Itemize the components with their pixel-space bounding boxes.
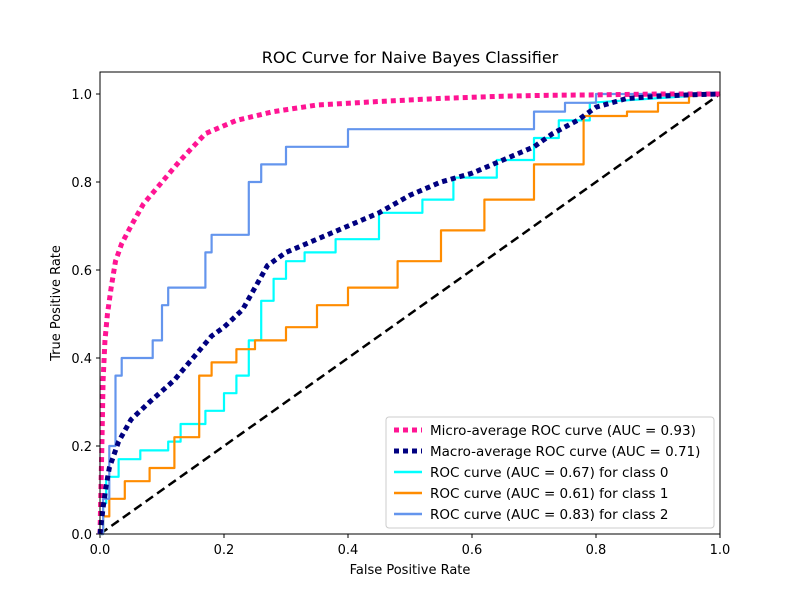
y-tick-label: 0.4 xyxy=(71,352,92,367)
x-tick-label: 1.0 xyxy=(710,543,731,558)
legend-box xyxy=(385,416,715,529)
y-tick-label: 0.0 xyxy=(71,528,92,543)
x-tick-label: 0.2 xyxy=(214,543,235,558)
x-axis-label: False Positive Rate xyxy=(350,563,471,578)
y-tick-label: 0.2 xyxy=(71,440,92,455)
y-tick-label: 0.6 xyxy=(71,264,92,279)
x-tick-label: 0.4 xyxy=(338,543,359,558)
series-line-3 xyxy=(100,92,721,536)
x-tick-label: 0.8 xyxy=(586,543,607,558)
series-line-0 xyxy=(97,91,720,535)
series-line-2 xyxy=(100,92,721,536)
legend-label-2: ROC curve (AUC = 0.67) for class 0 xyxy=(430,465,668,481)
x-tick-label: 0.0 xyxy=(90,543,111,558)
y-axis-label: True Positive Rate xyxy=(49,245,64,362)
chance-diagonal-line xyxy=(99,92,721,536)
legend-label-3: ROC curve (AUC = 0.61) for class 1 xyxy=(430,486,668,502)
legend-label-0: Micro-average ROC curve (AUC = 0.93) xyxy=(430,423,696,439)
series-line-4 xyxy=(100,92,720,536)
chart-title: ROC Curve for Naive Bayes Classifier xyxy=(262,48,559,67)
y-tick-label: 0.8 xyxy=(71,176,92,191)
legend-label-1: Macro-average ROC curve (AUC = 0.71) xyxy=(430,444,700,460)
y-tick-label: 1.0 xyxy=(71,88,92,103)
legend-label-4: ROC curve (AUC = 0.83) for class 2 xyxy=(430,507,668,523)
series-line-1 xyxy=(97,91,721,535)
plot-frame xyxy=(99,71,721,535)
x-tick-label: 0.6 xyxy=(462,543,483,558)
